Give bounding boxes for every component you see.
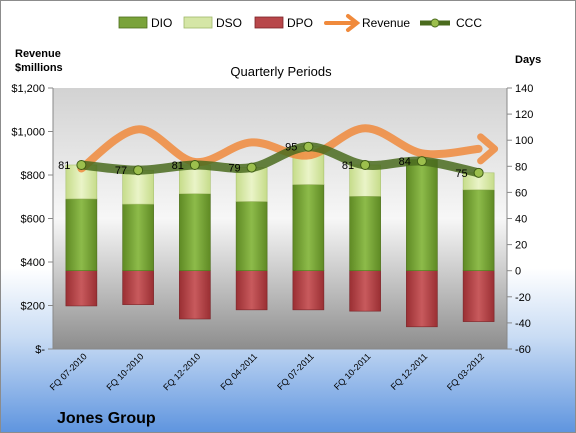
- legend-label-dpo: DPO: [287, 16, 313, 30]
- ccc-data-label: 77: [115, 165, 127, 177]
- legend-label-dio: DIO: [151, 16, 172, 30]
- right-tick-label: -20: [515, 292, 531, 304]
- legend-label-revenue: Revenue: [362, 16, 410, 30]
- bar-dio: [235, 201, 268, 272]
- ccc-point: [246, 162, 257, 173]
- right-tick-label: 0: [515, 266, 521, 278]
- bar-dpo: [349, 270, 381, 312]
- ccc-data-label: 81: [172, 160, 184, 172]
- legend-swatch-dpo: [254, 16, 284, 29]
- bar-dpo: [179, 270, 211, 320]
- revenue-line: [77, 124, 483, 173]
- bar-dio: [406, 159, 438, 271]
- right-axis-title: Days: [515, 54, 541, 66]
- left-tick-label: $1,200: [11, 83, 45, 95]
- legend-marker-ccc: [430, 18, 440, 28]
- bar-dio: [122, 203, 154, 272]
- bar-dpo: [462, 270, 495, 322]
- left-tick-label: $600: [21, 214, 45, 226]
- legend-swatch-dso: [183, 16, 213, 29]
- right-tick-label: 20: [515, 240, 527, 252]
- left-axis-title-line2: $millions: [15, 62, 63, 74]
- bar-dso: [349, 164, 381, 197]
- right-tick-label: 140: [515, 83, 533, 95]
- revenue-arrowhead: [477, 133, 499, 165]
- bar-dio: [292, 184, 325, 272]
- bar-dso: [235, 167, 268, 202]
- right-tick-label: 120: [515, 109, 533, 121]
- legend-swatch-dio: [118, 16, 148, 29]
- bar-dpo: [235, 270, 268, 311]
- x-tick-label: FQ 12-2011: [389, 351, 430, 392]
- ccc-data-label: 81: [342, 160, 354, 172]
- left-axis-title-line1: Revenue: [15, 48, 61, 60]
- right-tick-label: 40: [515, 214, 527, 226]
- bar-dio: [179, 193, 211, 272]
- bar-dso: [122, 169, 154, 205]
- left-tick-label: $400: [21, 257, 45, 269]
- legend-swatch-revenue: [324, 14, 361, 32]
- bar-dpo: [122, 270, 154, 305]
- bar-dio: [65, 198, 98, 272]
- x-tick-label: FQ 07-2010: [48, 351, 89, 392]
- x-tick-label: FQ 04-2011: [218, 351, 259, 392]
- right-tick-label: -40: [515, 318, 531, 330]
- ccc-data-label: 84: [399, 156, 411, 168]
- company-name: Jones Group: [57, 410, 156, 427]
- x-tick-label: FQ 03-2012: [445, 351, 486, 392]
- ccc-data-label: 81: [58, 160, 70, 172]
- ccc-point: [473, 167, 484, 178]
- ccc-point: [360, 159, 371, 170]
- left-tick-label: $200: [21, 301, 45, 313]
- ccc-data-label: 95: [285, 142, 297, 154]
- bar-dpo: [292, 270, 325, 311]
- right-tick-label: 60: [515, 187, 527, 199]
- ccc-point: [189, 159, 200, 170]
- right-tick-label: 80: [515, 161, 527, 173]
- right-tick-label: -60: [515, 344, 531, 356]
- chart-title: Quarterly Periods: [230, 64, 332, 79]
- x-tick-label: FQ 10-2011: [332, 351, 373, 392]
- left-tick-label: $800: [21, 170, 45, 182]
- ccc-data-label: 79: [228, 163, 240, 175]
- x-tick-label: FQ 10-2010: [105, 351, 146, 392]
- bar-dio: [349, 196, 381, 272]
- plot-area: [53, 88, 507, 349]
- bar-dpo: [406, 270, 438, 328]
- left-tick-label: $-: [35, 344, 45, 356]
- legend-label-dso: DSO: [216, 16, 242, 30]
- bar-dpo: [65, 270, 98, 307]
- legend-label-ccc: CCC: [456, 16, 482, 30]
- x-tick-label: FQ 07-2011: [275, 351, 316, 392]
- ccc-data-label: 75: [455, 168, 467, 180]
- right-tick-label: 100: [515, 135, 533, 147]
- ccc-point: [416, 156, 427, 167]
- ccc-point: [303, 141, 314, 152]
- x-tick-label: FQ 12-2010: [161, 351, 202, 392]
- bar-dio: [462, 189, 495, 271]
- ccc-point: [76, 159, 87, 170]
- left-tick-label: $1,000: [11, 127, 45, 139]
- ccc-point: [133, 165, 144, 176]
